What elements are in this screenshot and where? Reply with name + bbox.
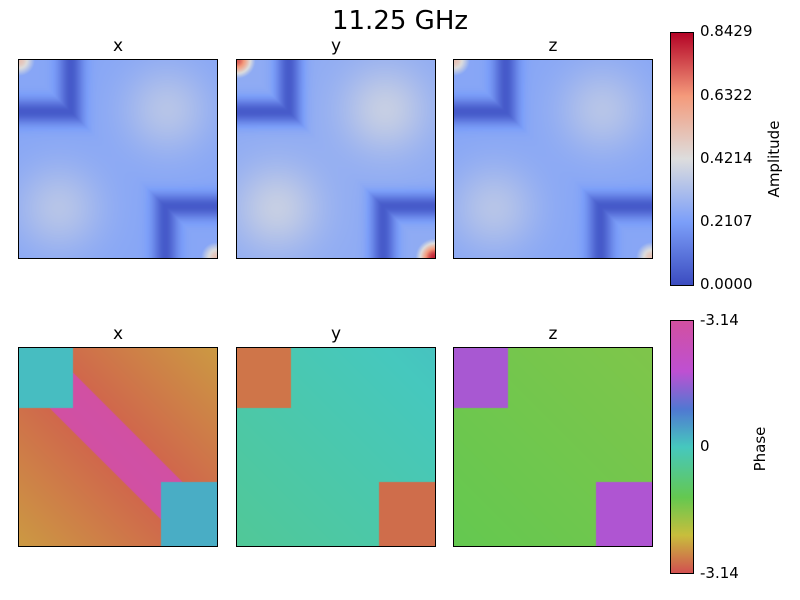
amp-tick-4: 0.0000 <box>700 275 753 293</box>
phase-panel-y <box>236 347 436 547</box>
amp-panel-x <box>18 59 218 259</box>
amplitude-colorbar <box>670 32 694 286</box>
amplitude-colorbar-label: Amplitude <box>765 120 783 198</box>
amp-panel-y <box>236 59 436 259</box>
figure-title: 11.25 GHz <box>331 6 469 36</box>
amp-panel-z-title: z <box>548 36 558 56</box>
phase-tick-bottom: -3.14 <box>700 564 739 582</box>
phase-tick-top: -3.14 <box>700 311 739 329</box>
phase-panel-z <box>453 347 653 547</box>
phase-tick-mid: 0 <box>700 437 710 455</box>
phase-panel-z-title: z <box>548 324 558 344</box>
amp-panel-z <box>453 59 653 259</box>
amp-panel-y-title: y <box>330 36 342 56</box>
phase-colorbar <box>670 320 694 574</box>
amp-tick-3: 0.2107 <box>700 212 753 230</box>
phase-panel-y-title: y <box>330 324 342 344</box>
amp-panel-x-title: x <box>112 36 124 56</box>
amp-tick-1: 0.6322 <box>700 86 753 104</box>
phase-colorbar-label: Phase <box>751 426 769 472</box>
amp-tick-0: 0.8429 <box>700 22 753 40</box>
phase-panel-x <box>18 347 218 547</box>
amp-tick-2: 0.4214 <box>700 149 753 167</box>
phase-panel-x-title: x <box>112 324 124 344</box>
